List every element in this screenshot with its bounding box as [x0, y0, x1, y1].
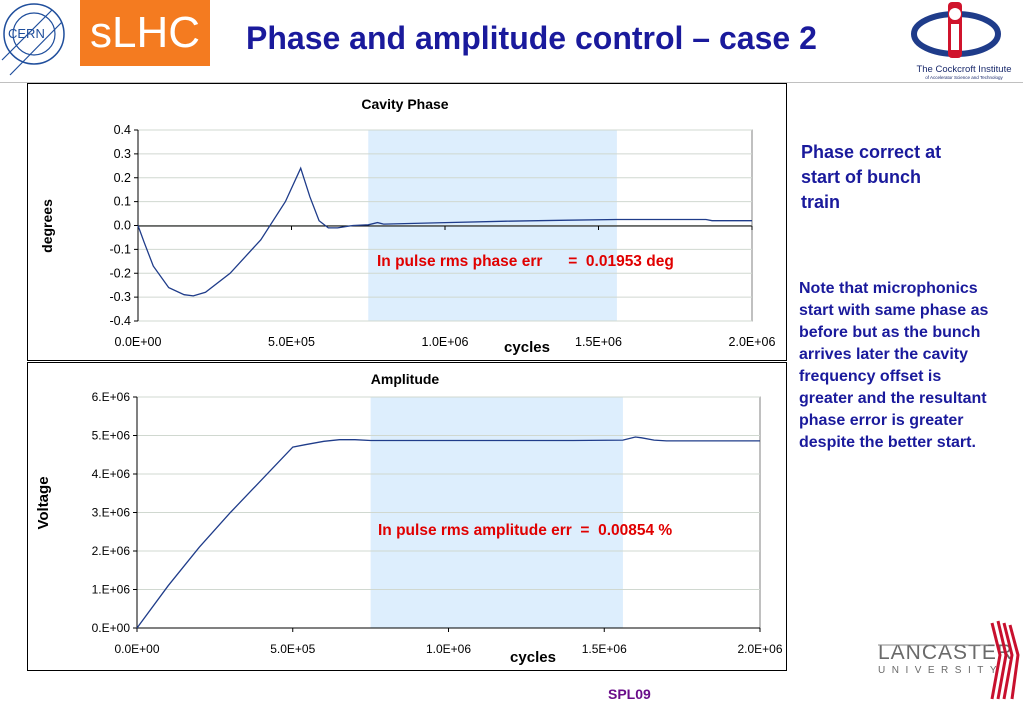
y-tick-label: -0.3 — [109, 290, 131, 304]
x-tick-label: 1.5E+06 — [582, 642, 627, 656]
amplitude-chart: 6.E+06 5.E+06 4.E+06 3.E+06 2.E+06 1.E+06 0.E+… — [27, 362, 787, 671]
cern-logo-text: CERN — [8, 26, 45, 41]
x-tick-label: 0.0E+00 — [115, 335, 162, 349]
cavity-phase-svg: 0.4 0.3 0.2 0.1 0.0 -0.1 -0.2 -0.3 -0.4 0.0E+00 5.… — [39, 96, 776, 356]
y-tick-label: 0.4 — [114, 123, 131, 137]
page-title: Phase and amplitude control – case 2 — [246, 20, 817, 56]
x-tick-label: 2.0E+06 — [737, 642, 782, 656]
y-tick-label: -0.1 — [109, 242, 131, 256]
y-tick-label: -0.2 — [109, 266, 131, 280]
y-tick-label: 0.1 — [114, 195, 131, 209]
y-tick-label: -0.4 — [109, 314, 131, 328]
header-divider — [0, 82, 1023, 83]
y-tick-label: 0.3 — [114, 147, 131, 161]
y-tick-label: 3.E+06 — [92, 506, 131, 520]
rms-error-annotation: In pulse rms amplitude err = 0.00854 % — [378, 522, 672, 539]
x-tick-label: 1.5E+06 — [575, 335, 622, 349]
series-line-0 — [136, 436, 760, 629]
x-tick-label: 5.0E+05 — [270, 642, 315, 656]
y-tick-label: 1.E+06 — [92, 583, 131, 597]
cockcroft-institute-logo — [911, 2, 1001, 58]
amplitude-svg: 6.E+06 5.E+06 4.E+06 3.E+06 2.E+06 1.E+06 0.E+… — [35, 371, 783, 666]
y-tick-label: 4.E+06 — [92, 467, 131, 481]
microphonics-note: Note that microphonics start with same p… — [799, 280, 989, 451]
university-logo-text: UNIVERSITY — [878, 665, 1003, 676]
y-tick-label: 2.E+06 — [92, 544, 131, 558]
cockcroft-institute-text: The Cockcroft Institute — [916, 64, 1012, 75]
cavity-phase-chart: 0.4 0.3 0.2 0.1 0.0 -0.1 -0.2 -0.3 -0.4 0.0E+00 5.… — [27, 83, 787, 361]
x-tick-label: 5.0E+05 — [268, 335, 315, 349]
chart-title: Amplitude — [371, 371, 440, 387]
x-tick-label: 2.0E+06 — [729, 335, 776, 349]
y-tick-label: 0.E+00 — [92, 621, 131, 635]
x-tick-label: 1.0E+06 — [426, 642, 471, 656]
y-tick-label: 0.2 — [114, 171, 131, 185]
series-line-0 — [137, 166, 752, 297]
x-axis-label: cycles — [510, 649, 556, 666]
cockcroft-institute-subtext: of Accelerator Science and Technology — [925, 75, 1003, 80]
phase-correct-note: Phase correct at start of bunch train — [801, 142, 942, 212]
x-tick-label: 1.0E+06 — [422, 335, 469, 349]
lancaster-university-logo: LANCASTER UNIVERSITY — [878, 620, 1020, 700]
y-axis-label: Voltage — [35, 476, 52, 529]
x-tick-label: 0.0E+00 — [114, 642, 159, 656]
lancaster-logo-text: LANCASTER — [878, 641, 1013, 664]
y-tick-label: 6.E+06 — [92, 390, 131, 404]
cern-logo: CERN — [1, 3, 65, 76]
rms-error-annotation: In pulse rms phase err = 0.01953 deg — [377, 253, 674, 270]
x-axis-label: cycles — [504, 339, 550, 356]
y-axis-label: degrees — [39, 199, 55, 253]
chart-title: Cavity Phase — [361, 96, 448, 112]
slhc-logo: sLHC — [80, 0, 210, 66]
y-tick-label: 0.0 — [114, 219, 131, 233]
footer-label: SPL09 — [608, 686, 651, 702]
y-tick-label: 5.E+06 — [92, 429, 131, 443]
